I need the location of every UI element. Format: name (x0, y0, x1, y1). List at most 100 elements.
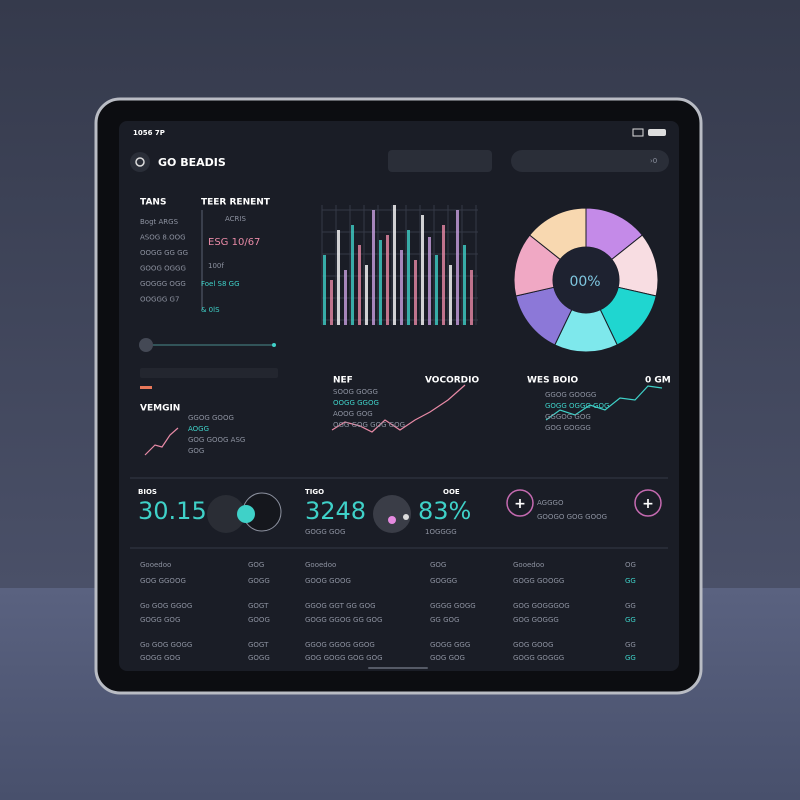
bar (372, 210, 375, 325)
label: OOGG GGOG (333, 399, 379, 407)
label: GOOGO GOG GOOG (537, 513, 607, 521)
bar (470, 270, 473, 325)
label: ESG 10/67 (208, 237, 260, 248)
label: AOGG (188, 425, 209, 433)
label: WES BOIO (527, 376, 579, 386)
label: GOGG GGG (430, 641, 470, 649)
label: 30.15 (138, 497, 207, 525)
label: 0 GM (645, 376, 671, 386)
progress-bar (140, 368, 278, 378)
bar (330, 280, 333, 325)
label: GOGG GOG (140, 616, 180, 624)
donut-hole (553, 247, 619, 313)
label: GOGG (248, 654, 270, 662)
search-box[interactable] (388, 150, 492, 172)
bar (414, 260, 417, 325)
label: GOGG GOG (140, 654, 180, 662)
label: GOGG OGGG GOG (545, 402, 609, 410)
donut-label: 00% (569, 274, 600, 290)
label: NEF (333, 376, 353, 386)
add-icon[interactable]: + (642, 496, 654, 512)
home-bar (368, 667, 428, 669)
label: VOCORDIO (425, 376, 479, 386)
label: GGOG GOOG (188, 414, 234, 422)
label: Foel S8 GG (201, 280, 240, 288)
label: GOGG GOG (305, 528, 345, 536)
bar-chart (321, 205, 478, 325)
label: GG GOG (430, 616, 459, 624)
add-button[interactable] (506, 489, 534, 517)
label: GGGOG GOG (545, 413, 591, 421)
label: GOOG GOOG (305, 577, 351, 585)
label: GOGG (248, 577, 270, 585)
bar (344, 270, 347, 325)
label: GOGGG OGG (140, 280, 186, 288)
label: Gooedoo (305, 561, 336, 569)
add-button[interactable] (634, 489, 662, 517)
label: Gooedoo (513, 561, 544, 569)
label: ASOG 8.OOG (140, 234, 186, 242)
slider-knob[interactable] (139, 338, 153, 352)
label: 3248 (305, 497, 366, 525)
label: GGOG GGT GG GOG (305, 602, 376, 610)
bar (407, 230, 410, 325)
label: GG (625, 641, 636, 649)
search-field[interactable] (511, 150, 669, 172)
label: GOG GOG (430, 654, 465, 662)
bar (386, 235, 389, 325)
label: GOGT (248, 641, 269, 649)
label: BIOS (138, 488, 157, 496)
label: GG (625, 654, 636, 662)
kpi-dot (388, 516, 396, 524)
label: GOG GOGG GOG GOG (305, 654, 383, 662)
label: GOG (188, 447, 204, 455)
label: 1OGGGG (425, 528, 457, 536)
label: SOOG GOGG (333, 388, 378, 396)
panel-divider (201, 210, 203, 310)
label: AOOG GOG (333, 410, 373, 418)
kpi-dot (237, 505, 255, 523)
label: TIGO (305, 488, 324, 496)
label: Bogt ARGS (140, 218, 179, 226)
status-time: 1056 7P (133, 129, 165, 137)
bar (337, 230, 340, 325)
label: GOG (430, 561, 446, 569)
label: 83% (418, 497, 471, 525)
panel-heading: TANS (140, 198, 166, 208)
kpi-toggle[interactable] (373, 495, 411, 533)
bar (323, 255, 326, 325)
label: VEMGIN (140, 404, 180, 414)
logo-icon (130, 152, 150, 172)
app-title: GO BEADIS (158, 156, 226, 169)
label: OOGG GG GG (140, 249, 188, 257)
bar (449, 265, 452, 325)
label: GGOG GOOGG (545, 391, 596, 399)
label: GG (625, 602, 636, 610)
label: GG (625, 616, 636, 624)
label: GOG GOGGG (545, 424, 591, 432)
label: GOGG GOGGG (513, 654, 564, 662)
trend-line (545, 385, 663, 421)
trend-line (144, 427, 179, 456)
kpi-toggle[interactable] (207, 495, 245, 533)
search-button[interactable]: ›0 (650, 157, 657, 165)
label: GOOG (248, 616, 270, 624)
label: OOGGG G7 (140, 296, 179, 304)
label: GGGG GOGG (430, 602, 476, 610)
logo-glyph (135, 157, 145, 167)
add-icon[interactable]: + (514, 496, 526, 512)
label: GOGGG (430, 577, 457, 585)
label: GOG GOOG (513, 641, 553, 649)
bar (463, 245, 466, 325)
label: Go GOG GGOG (140, 602, 192, 610)
bar (365, 265, 368, 325)
label: ACRIS (225, 215, 246, 223)
label: & 0lS (201, 306, 220, 314)
label: GG (625, 577, 636, 585)
label: GOG GOGGGOG (513, 602, 570, 610)
label: GOGG GGOG GG GOG (305, 616, 382, 624)
label: GOG (248, 561, 264, 569)
label: AGGGO (537, 499, 564, 507)
bar (400, 250, 403, 325)
